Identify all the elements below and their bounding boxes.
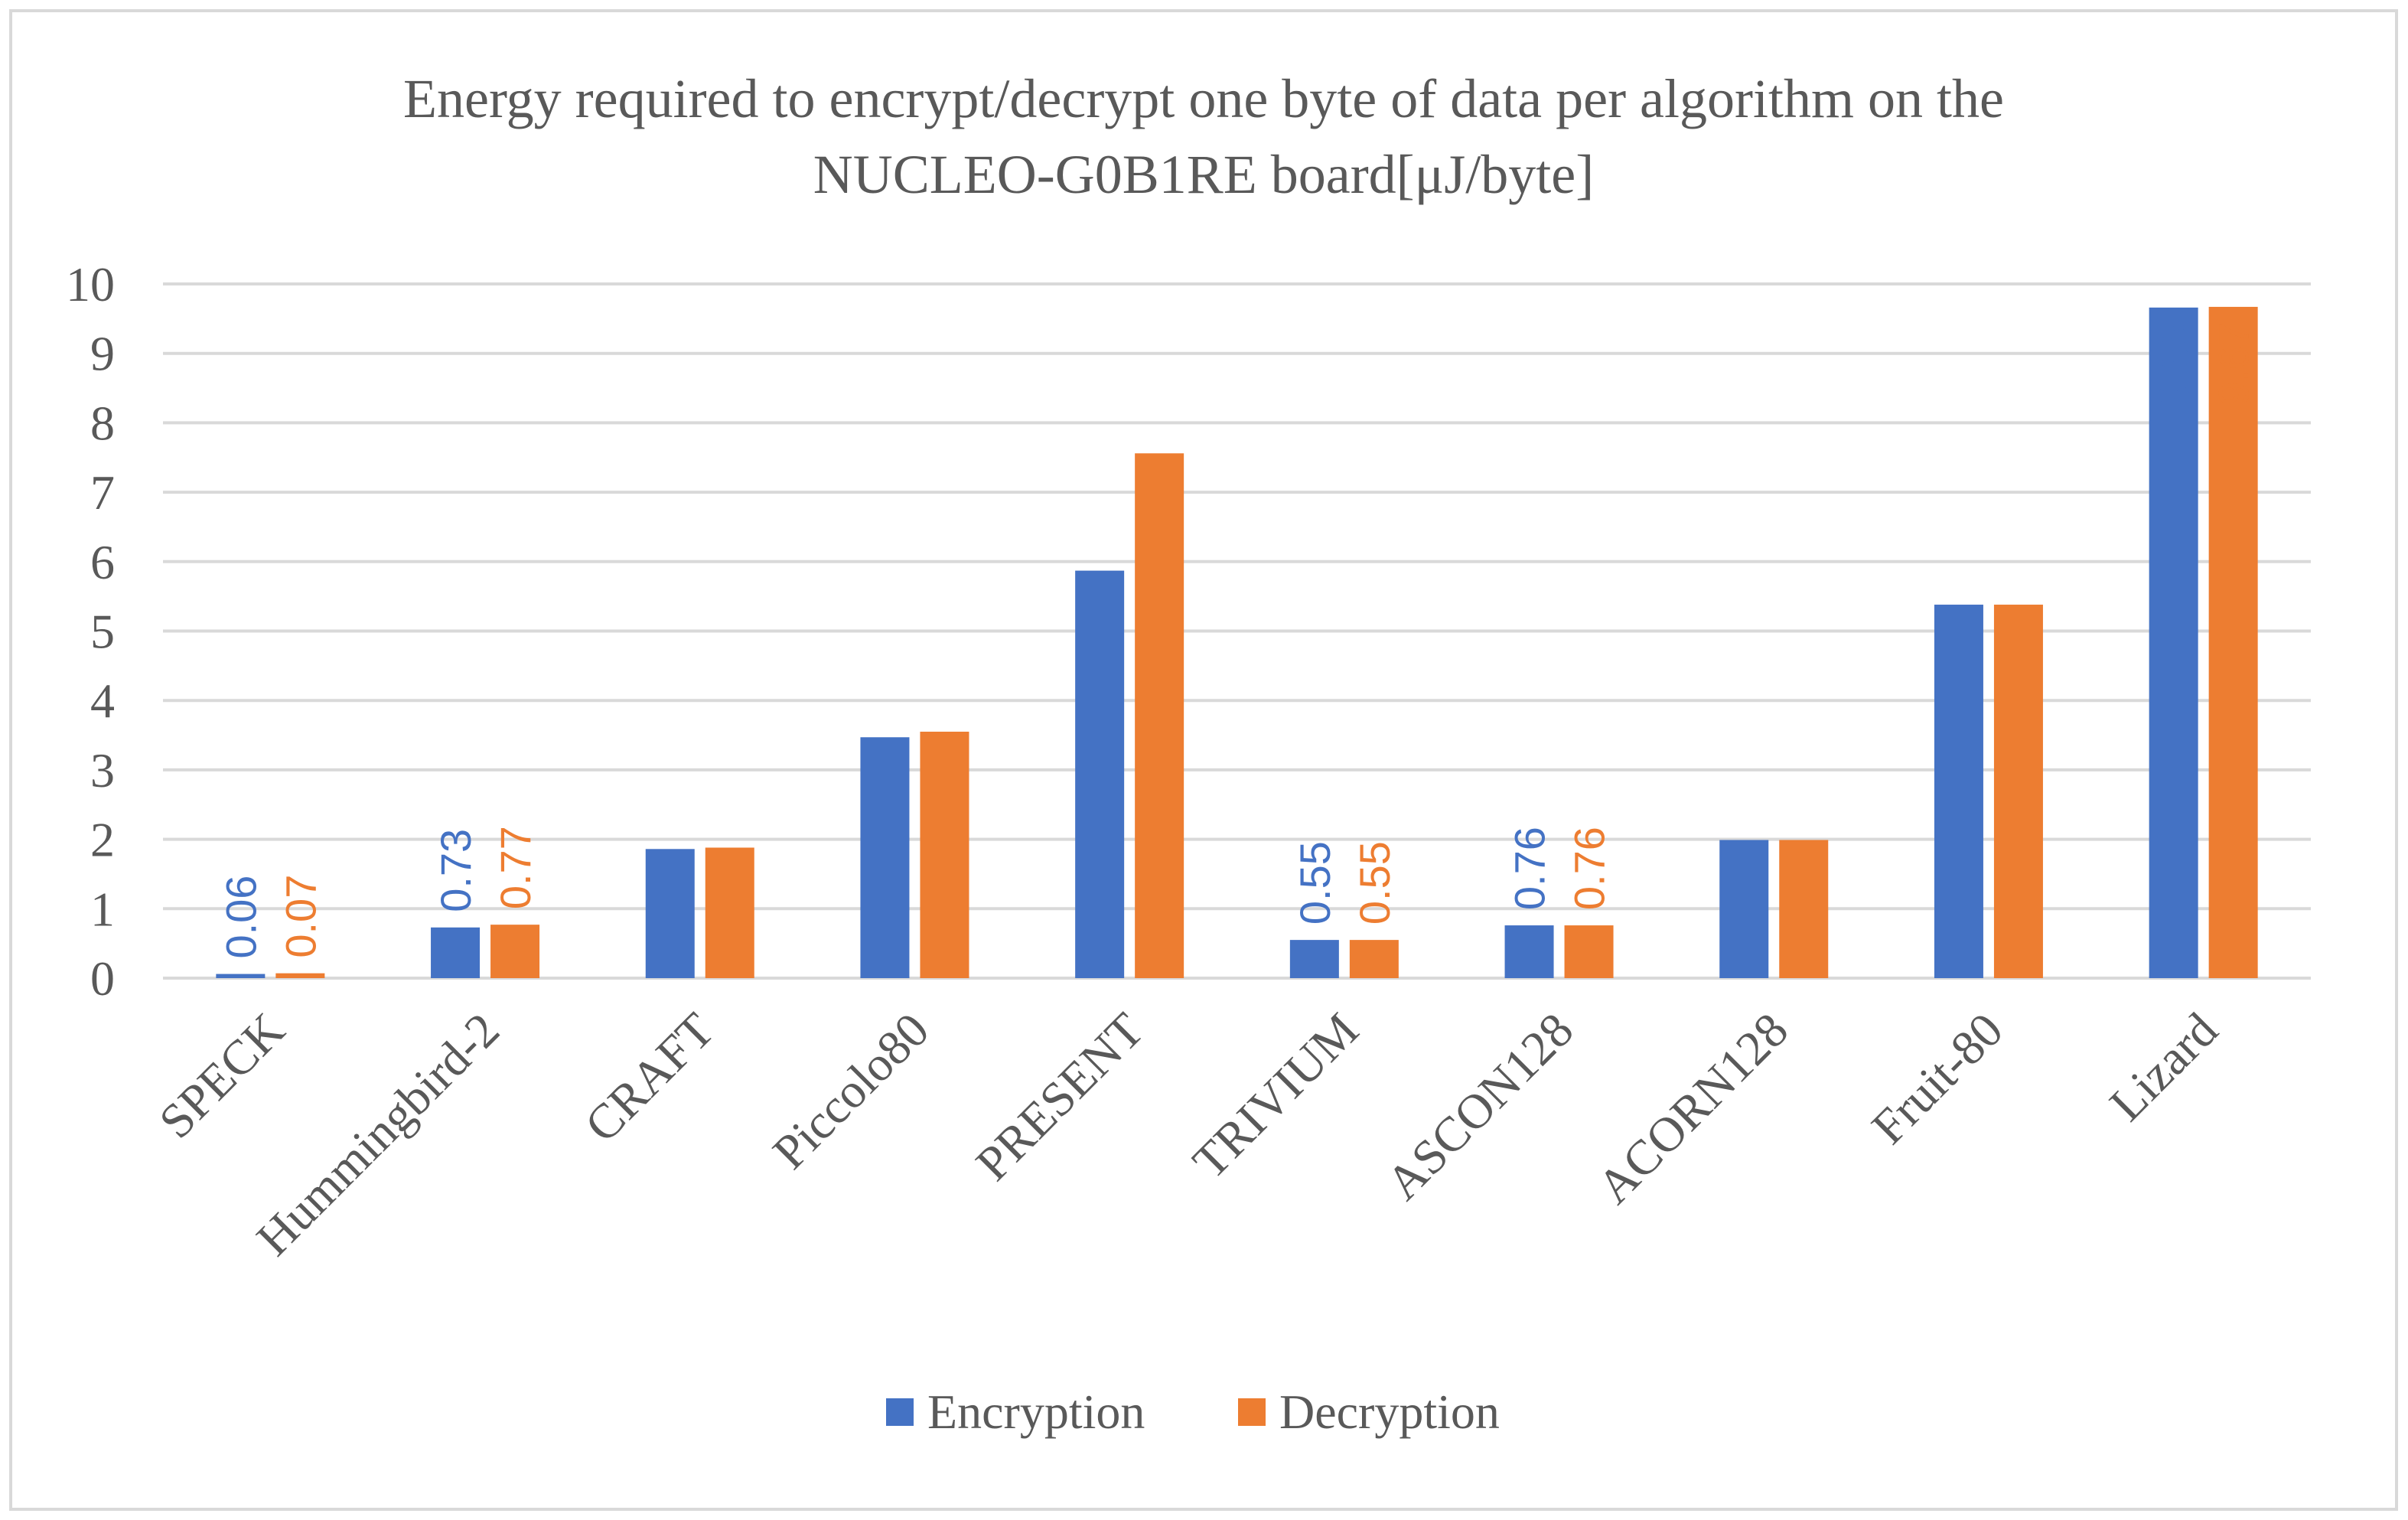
- data-label-decryption-speck: 0.07: [276, 875, 324, 958]
- legend-label-encryption: Encryption: [927, 1385, 1145, 1439]
- bar-encryption-ascon128: [1504, 925, 1554, 978]
- y-tick-label-0: 0: [90, 951, 115, 1006]
- bar-decryption-lizard: [2208, 306, 2258, 978]
- bar-encryption-craft: [645, 849, 695, 978]
- legend-swatch-encryption: [886, 1398, 914, 1426]
- bar-encryption-acorn128: [1719, 840, 1769, 978]
- data-label-decryption-trivium: 0.55: [1351, 841, 1399, 925]
- y-tick-label-5: 5: [90, 605, 115, 659]
- bar-encryption-present: [1075, 570, 1125, 978]
- y-axis-ticks: 0 1 2 3 4 5 6 7 8 9 10: [66, 257, 115, 1006]
- chart-title-line-1: Energy required to encrypt/decrypt one b…: [403, 68, 2004, 129]
- data-labels: 0.06 0.07 0.73 0.77 0.55 0.55 0.76 0.76 9.66 9.67: [217, 322, 2257, 959]
- bar-decryption-craft: [705, 847, 754, 978]
- data-label-decryption-ascon128: 0.76: [1566, 827, 1614, 910]
- y-tick-label-2: 2: [90, 813, 115, 867]
- bar-encryption-speck: [216, 974, 266, 978]
- data-label-encryption-speck: 0.06: [217, 876, 265, 959]
- bar-decryption-trivium: [1349, 940, 1399, 978]
- bar-decryption-ascon128: [1564, 925, 1614, 978]
- bar-encryption-fruit-80: [1934, 605, 1983, 978]
- y-tick-label-3: 3: [90, 743, 115, 798]
- bar-encryption-piccolo80: [860, 737, 910, 978]
- bar-decryption-present: [1135, 453, 1184, 978]
- data-label-encryption-hummingbird-2: 0.73: [432, 829, 480, 912]
- data-label-decryption-hummingbird-2: 0.77: [491, 826, 539, 909]
- y-tick-label-6: 6: [90, 535, 115, 589]
- y-tick-label-7: 7: [90, 465, 115, 520]
- chart-title-line-2: NUCLEO-G0B1RE board[μJ/byte]: [813, 144, 1594, 205]
- bar-encryption-trivium: [1289, 940, 1339, 978]
- y-tick-label-4: 4: [90, 674, 115, 728]
- bar-encryption-lizard: [2149, 307, 2198, 978]
- bar-decryption-speck: [275, 973, 325, 978]
- bar-decryption-hummingbird-2: [490, 925, 540, 978]
- data-label-encryption-ascon128: 0.76: [1506, 827, 1554, 910]
- bar-encryption-hummingbird-2: [431, 927, 481, 978]
- y-tick-label-1: 1: [90, 882, 115, 936]
- data-label-decryption-lizard: 9.67: [2210, 322, 2258, 406]
- y-tick-label-10: 10: [66, 257, 115, 312]
- y-tick-label-9: 9: [90, 327, 115, 381]
- bars: [216, 306, 2258, 978]
- legend: Encryption Decryption: [886, 1385, 1500, 1439]
- data-label-encryption-lizard: 9.66: [2150, 323, 2198, 406]
- bar-decryption-piccolo80: [920, 732, 969, 978]
- bar-decryption-acorn128: [1779, 840, 1829, 978]
- legend-swatch-decryption: [1238, 1398, 1266, 1426]
- legend-label-decryption: Decryption: [1279, 1385, 1500, 1439]
- bar-decryption-fruit-80: [1993, 605, 2043, 978]
- y-tick-label-8: 8: [90, 396, 115, 450]
- data-label-encryption-trivium: 0.55: [1291, 841, 1339, 925]
